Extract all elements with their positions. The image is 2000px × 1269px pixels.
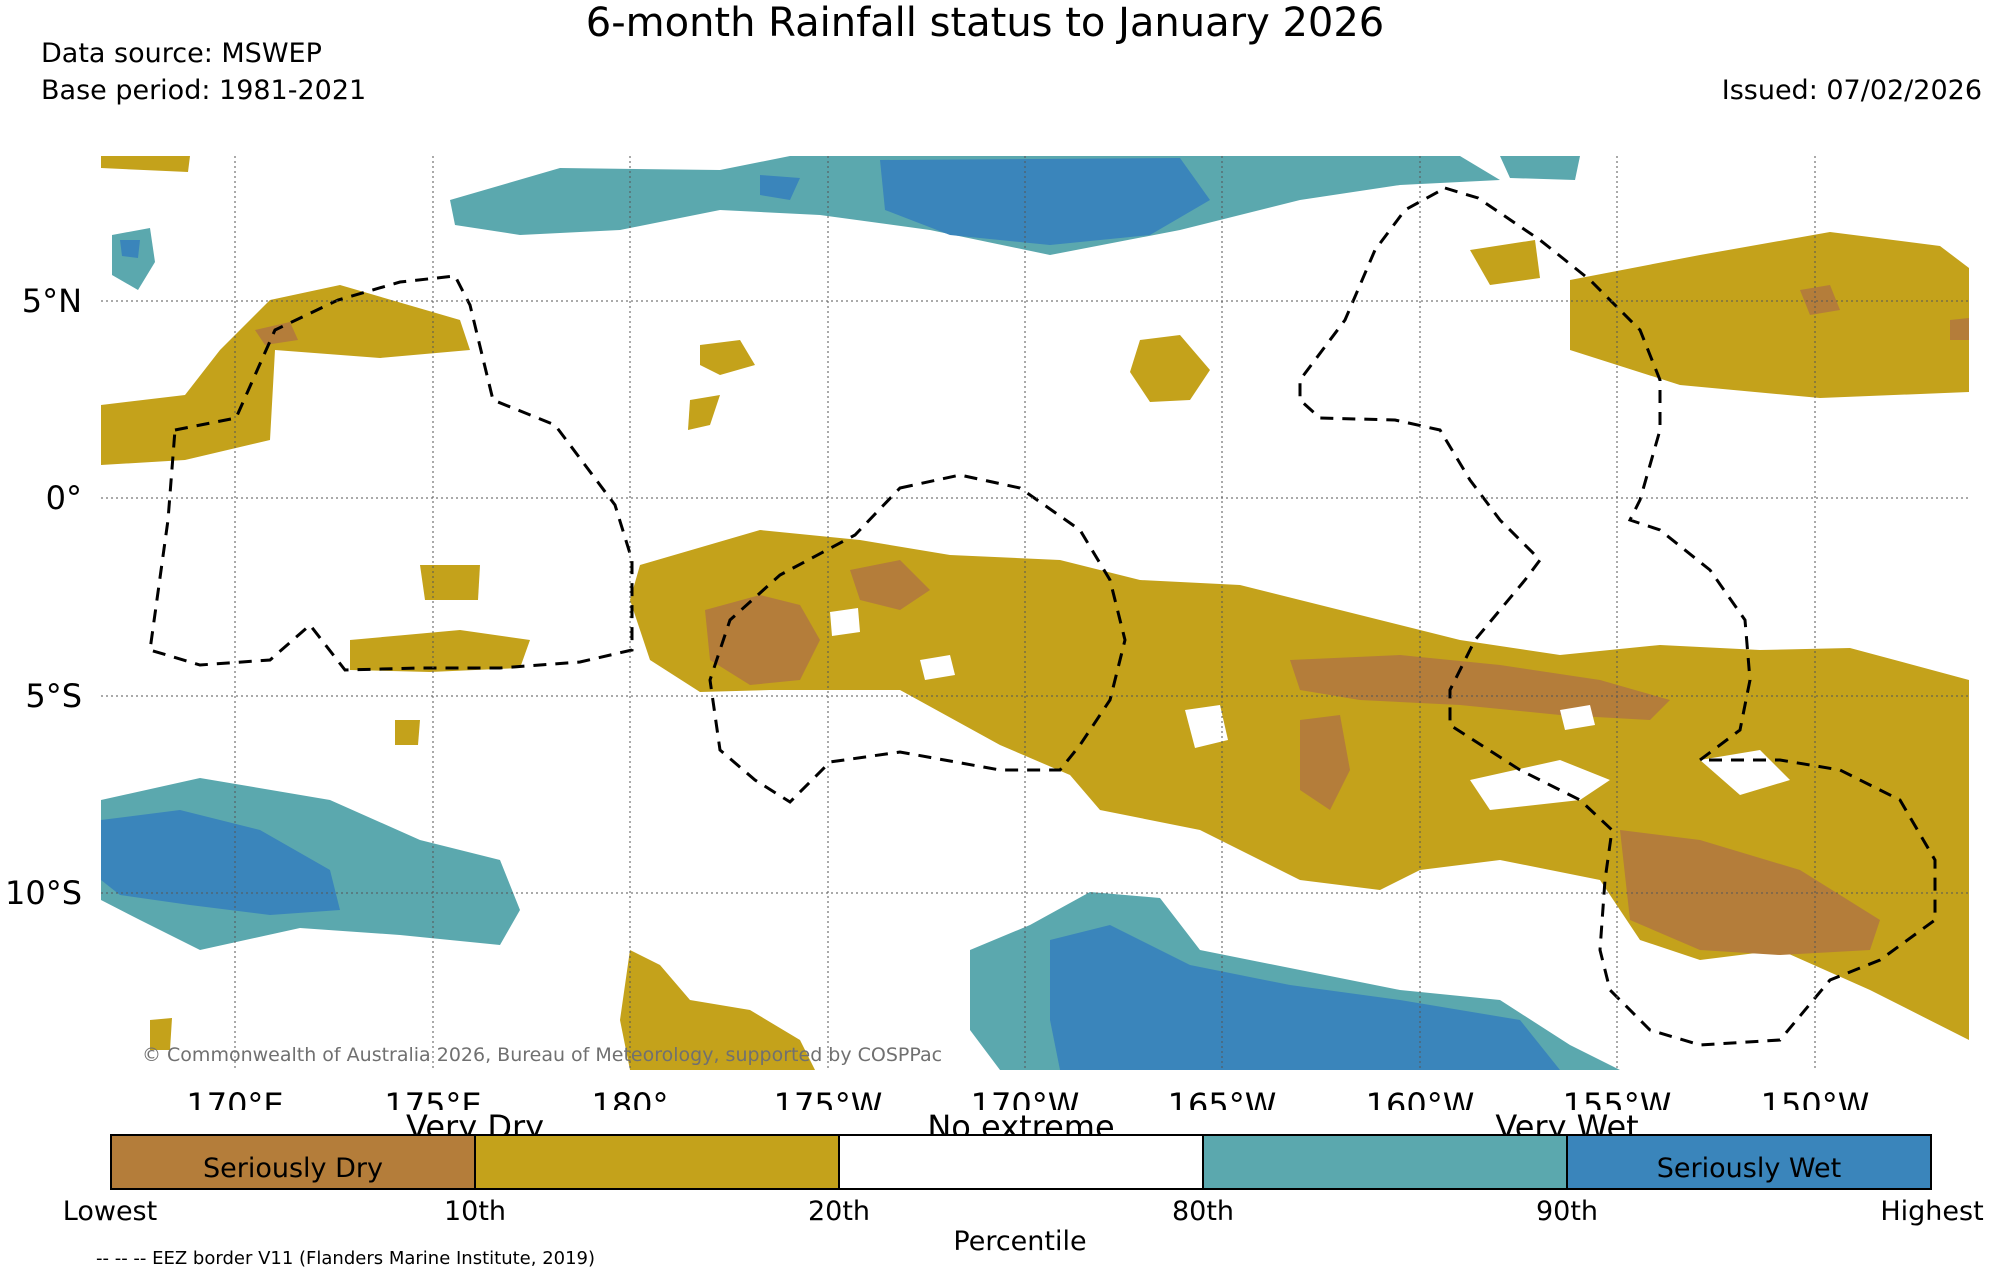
legend-tick-highest: Highest [1880,1196,1984,1227]
latitude-labels: 5°N 0° 5°S 10°S [5,282,82,912]
lat-label: 0° [46,479,82,517]
lon-label: 150°W [1761,1086,1870,1110]
legend-seriously-dry-label: Seriously Dry [203,1153,383,1184]
longitude-labels: 170°E 175°E 180° 175°W 170°W 165°W 160°W… [186,1086,1869,1110]
base-period: Base period: 1981-2021 [41,75,367,106]
legend-tick-lowest: Lowest [62,1196,158,1227]
lon-label: 170°W [971,1086,1080,1110]
legend-axis-title: Percentile [953,1226,1087,1257]
lat-label: 10°S [5,874,82,912]
lat-label: 5°N [22,282,82,320]
lon-label: 160°W [1366,1086,1475,1110]
legend-seriously-wet: Seriously Wet [1568,1136,1930,1188]
rainfall-map: 170°E 175°E 180° 175°W 170°W 165°W 160°W… [5,156,1969,1110]
legend-no-extreme [840,1136,1204,1188]
legend-tick-20th: 20th [807,1196,871,1227]
lon-label: 180° [591,1086,668,1110]
lon-label: 165°W [1168,1086,1277,1110]
legend-very-wet [1204,1136,1568,1188]
lon-label: 175°E [384,1086,481,1110]
legend-seriously-dry: Seriously Dry [112,1136,476,1188]
eez-note: -- -- -- EEZ border V11 (Flanders Marine… [96,1248,596,1269]
legend-seriously-wet-label: Seriously Wet [1656,1153,1842,1184]
legend-tick-90th: 90th [1535,1196,1599,1227]
data-source: Data source: MSWEP [41,38,322,69]
issued-date: Issued: 07/02/2026 [1721,75,1982,106]
eez-borders [148,186,1937,1047]
lon-label: 155°W [1563,1086,1672,1110]
lon-label: 175°W [774,1086,883,1110]
seriously-dry-regions [255,285,1969,955]
legend-very-dry [476,1136,840,1188]
percentile-legend: Seriously Dry Seriously Wet [110,1134,1932,1190]
gridlines [101,156,1969,1070]
seriously-wet-regions [101,158,1560,1070]
lon-label: 170°E [186,1086,283,1110]
legend-tick-10th: 10th [443,1196,507,1227]
lat-label: 5°S [25,677,82,715]
map-title: 6-month Rainfall status to January 2026 [585,0,1385,46]
copyright-notice: © Commonwealth of Australia 2026, Bureau… [142,1044,943,1066]
legend-tick-80th: 80th [1171,1196,1235,1227]
